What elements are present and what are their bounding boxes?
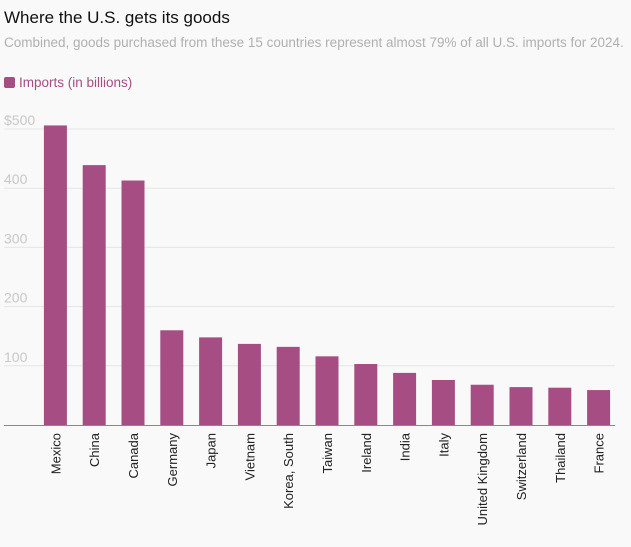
legend-label: Imports (in billions) (19, 75, 133, 90)
bar-mexico (43, 125, 67, 425)
x-axis-labels: Mexico China Canada Germany Japan Vietnam Kore… (48, 432, 606, 525)
chart-subtitle: Combined, goods purchased from these 15 … (4, 35, 624, 50)
bar-taiwan (315, 356, 339, 425)
bar-france (587, 390, 611, 425)
legend: Imports (in billions) (4, 75, 132, 90)
bar-canada (121, 180, 145, 425)
x-tick-label: Switzerland (514, 433, 529, 500)
y-tick-label: 300 (4, 230, 28, 246)
y-tick-label: 200 (4, 290, 28, 306)
x-tick-label: United Kingdom (475, 433, 490, 526)
bars (43, 125, 611, 425)
x-tick-label: Japan (204, 433, 219, 468)
bar-vietnam (237, 343, 261, 425)
bar-korea-south (276, 346, 300, 425)
x-tick-label: Taiwan (320, 433, 335, 473)
x-tick-label: Korea, South (281, 433, 296, 509)
x-tick-label: India (398, 432, 413, 461)
x-tick-label: Germany (165, 433, 180, 487)
y-tick-label: $500 (4, 112, 35, 128)
bar-india (393, 372, 417, 425)
bar-switzerland (509, 387, 533, 425)
chart-title: Where the U.S. gets its goods (4, 8, 230, 27)
bar-thailand (548, 387, 572, 425)
legend-swatch (4, 77, 15, 88)
x-tick-label: China (87, 432, 102, 467)
y-tick-label: 400 (4, 171, 28, 187)
y-tick-label: 100 (4, 349, 28, 365)
y-axis-ticks: $500 400 300 200 100 (4, 112, 35, 365)
x-tick-label: Vietnam (242, 433, 257, 480)
x-tick-label: Ireland (359, 433, 374, 473)
bar-germany (160, 330, 184, 425)
x-tick-label: Italy (436, 433, 451, 457)
bar-china (82, 165, 106, 425)
bar-japan (199, 337, 223, 425)
bar-ireland (354, 364, 378, 425)
x-tick-label: Thailand (553, 433, 568, 483)
x-tick-label: France (592, 433, 607, 473)
gridlines (4, 128, 615, 367)
bar-united-kingdom (470, 384, 494, 425)
x-tick-label: Mexico (48, 433, 63, 474)
bar-italy (431, 380, 455, 425)
x-tick-label: Canada (126, 432, 141, 478)
